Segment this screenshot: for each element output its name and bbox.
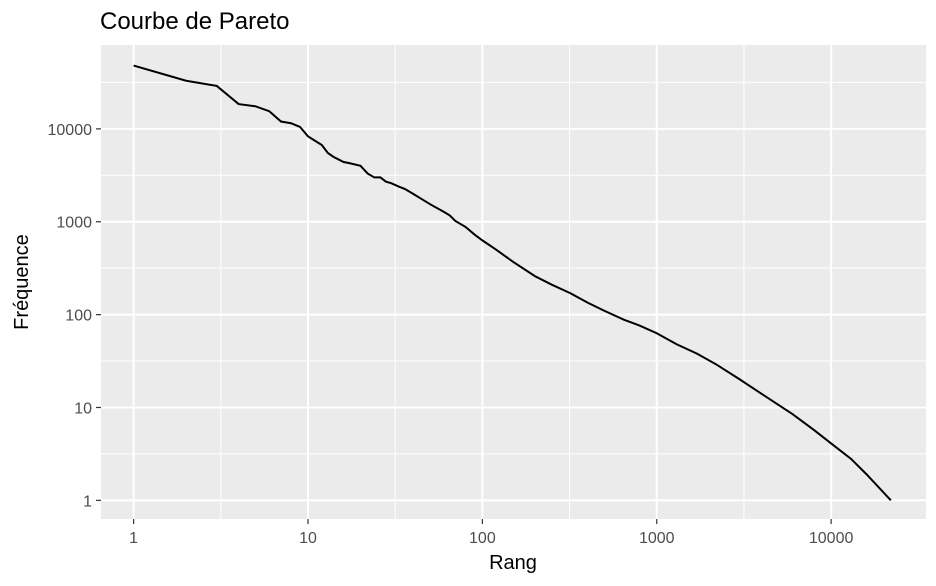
y-tick-label: 1000 [56, 215, 92, 232]
y-axis-label: Fréquence [11, 234, 33, 330]
tick-labels: 1 10 100 1000 10000 1 10 100 1000 10000 [48, 122, 854, 547]
minor-gridlines [101, 45, 926, 519]
major-gridlines [101, 45, 926, 519]
x-tick-label: 100 [469, 530, 496, 547]
pareto-curve-line [133, 64, 892, 502]
y-tick-label: 10000 [48, 122, 93, 139]
axis-ticks [96, 128, 832, 524]
x-tick-label: 1 [129, 530, 138, 547]
y-tick-label: 1 [83, 493, 92, 510]
x-axis-label: Rang [489, 552, 537, 574]
y-tick-label: 100 [65, 308, 92, 325]
x-tick-label: 1000 [639, 530, 675, 547]
x-tick-label: 10 [299, 530, 317, 547]
y-tick-label: 10 [74, 400, 92, 417]
x-tick-label: 10000 [809, 530, 854, 547]
chart-title: Courbe de Pareto [100, 8, 289, 35]
plot-panel [101, 45, 926, 519]
